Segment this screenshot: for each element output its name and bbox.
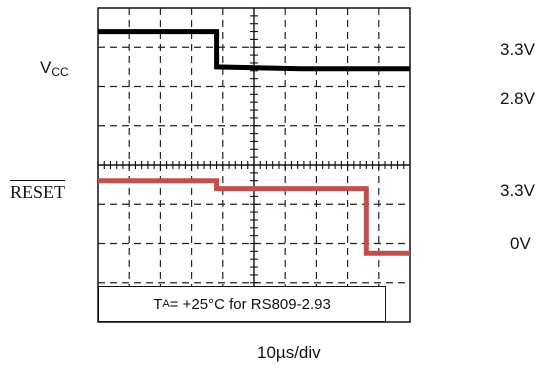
annotation-sub: A: [162, 298, 170, 310]
grid: [97, 7, 410, 322]
vcc-label-main: V: [40, 58, 52, 77]
annotation-prefix: T: [153, 295, 163, 313]
vcc-high-level-label: 3.3V: [500, 40, 535, 59]
reset-trace: [98, 178, 410, 256]
traces: [98, 29, 410, 256]
vcc-trace: [98, 29, 410, 72]
annotation-text: = +25°C for RS809-2.93: [169, 295, 331, 313]
reset-label-text: RESET: [10, 180, 66, 202]
reset-high-level-label: 3.3V: [500, 181, 535, 200]
vcc-low-level-label: 2.8V: [500, 89, 535, 108]
vcc-label: VCC: [40, 58, 69, 79]
reset-low-level-label: 0V: [510, 234, 531, 253]
reset-label: RESET: [10, 180, 66, 203]
time-scale-label: 10µs/div: [257, 343, 321, 362]
annotation-box: T A = +25°C for RS809-2.93: [98, 286, 386, 322]
vcc-label-sub: CC: [51, 65, 69, 79]
